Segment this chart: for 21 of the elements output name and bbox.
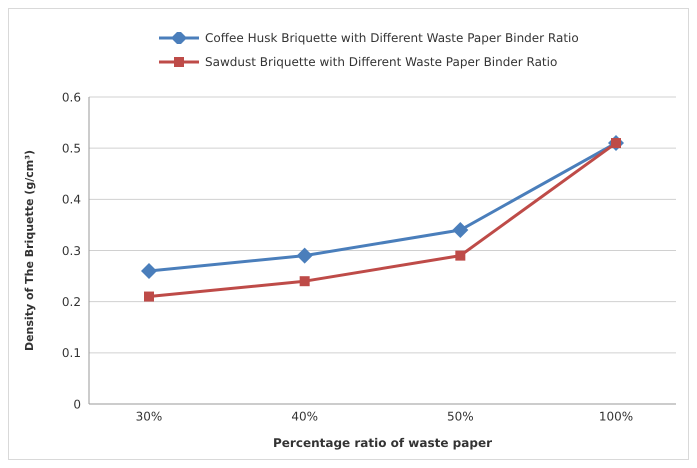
x-tick-label: 30% [136,410,162,424]
x-axis-title: Percentage ratio of waste paper [272,436,492,450]
y-tick-label: 0.6 [62,90,81,104]
point [455,250,466,261]
x-tick-label: 40% [291,410,318,424]
x-tick-label: 100% [598,410,634,424]
y-tick-label: 0.1 [62,346,81,360]
point [452,222,468,238]
y-tick-label: 0.4 [62,192,81,207]
y-tick-label: 0.3 [62,244,81,258]
y-tick-label: 0.2 [62,294,81,309]
point [144,292,154,302]
y-tick-label: 0.5 [62,141,81,156]
x-tick-label: 50% [446,410,474,424]
legend-label: Sawdust Briquette with Different Waste Paper Binder Ratio [205,55,558,69]
legend-label: Coffee Husk Briquette with Different Waste Paper Binder Ratio [205,31,579,45]
y-axis-title: Density of The Briquette (g/cm³) [22,150,36,352]
point [300,276,310,286]
point [296,248,313,264]
y-tick-label: 0 [73,397,81,412]
point [141,262,157,279]
